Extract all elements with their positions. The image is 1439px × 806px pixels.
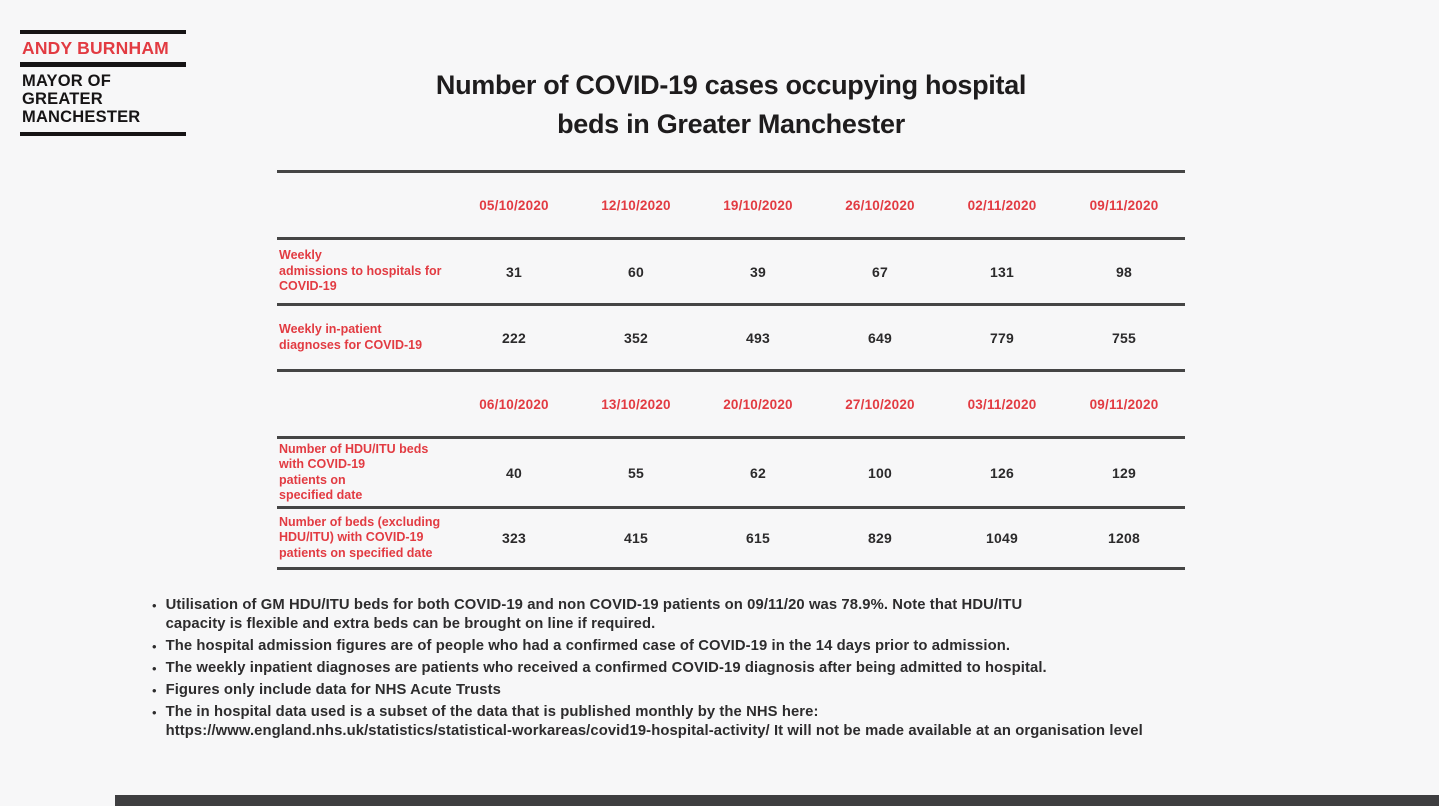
bullet-icon: • (152, 705, 157, 720)
table-row: Number of beds (excluding HDU/ITU) with … (277, 506, 1185, 570)
value-cell: 39 (750, 263, 766, 280)
list-item: • Figures only include data for NHS Acut… (152, 681, 1342, 700)
table-date-header-row: 05/10/2020 12/10/2020 19/10/2020 26/10/2… (277, 170, 1185, 237)
list-item: • The hospital admission figures are of … (152, 637, 1342, 656)
value-cell: 126 (990, 464, 1014, 481)
date-header-cell: 03/11/2020 (967, 396, 1037, 412)
row-label: Weekly in-patient diagnoses for COVID-19 (279, 322, 423, 352)
table-row: Number of HDU/ITU beds with COVID-19 pat… (277, 436, 1185, 506)
value-cell: 323 (502, 530, 526, 546)
value-cell: 829 (868, 530, 892, 546)
table-row: Weekly admissions to hospitals for COVID… (277, 237, 1185, 303)
date-header-cell: 13/10/2020 (601, 396, 671, 412)
row-label: Weekly admissions to hospitals for COVID… (279, 248, 442, 294)
row-label: Number of HDU/ITU beds with COVID-19 pat… (279, 441, 429, 503)
logo-name: ANDY BURNHAM (22, 38, 169, 58)
logo-role: MAYOR OF GREATER MANCHESTER (22, 72, 141, 126)
value-cell: 129 (1112, 464, 1136, 481)
list-item: • The in hospital data used is a subset … (152, 703, 1342, 741)
logo-middle-rule (20, 62, 186, 67)
value-cell: 649 (868, 329, 892, 346)
gm-mayor-logo: ANDY BURNHAM MAYOR OF GREATER MANCHESTER (20, 30, 186, 136)
date-header-cell: 19/10/2020 (723, 197, 793, 213)
date-header-cell: 12/10/2020 (601, 197, 671, 213)
hospital-beds-table: 05/10/2020 12/10/2020 19/10/2020 26/10/2… (277, 170, 1185, 570)
date-header-cell: 02/11/2020 (967, 197, 1037, 213)
note-text: The hospital admission figures are of pe… (165, 638, 1011, 654)
note-text: The weekly inpatient diagnoses are patie… (165, 660, 1047, 676)
value-cell: 493 (746, 329, 770, 346)
list-item: • The weekly inpatient diagnoses are pat… (152, 659, 1342, 678)
note-text: Utilisation of GM HDU/ITU beds for both … (165, 597, 1023, 632)
value-cell: 131 (990, 263, 1014, 280)
value-cell: 55 (628, 464, 644, 481)
date-header-cell: 26/10/2020 (845, 197, 915, 213)
note-text: Figures only include data for NHS Acute … (165, 682, 501, 698)
table-date-header-row: 06/10/2020 13/10/2020 20/10/2020 27/10/2… (277, 369, 1185, 436)
logo-top-rule (20, 30, 186, 34)
value-cell: 31 (506, 263, 522, 280)
logo-bottom-rule (20, 132, 186, 136)
footnotes-list: • Utilisation of GM HDU/ITU beds for bot… (152, 596, 1342, 744)
date-header-cell: 06/10/2020 (479, 396, 549, 412)
value-cell: 1049 (986, 530, 1018, 546)
bullet-icon: • (152, 598, 157, 613)
bullet-icon: • (152, 639, 157, 654)
value-cell: 1208 (1108, 530, 1140, 546)
value-cell: 415 (624, 530, 648, 546)
value-cell: 779 (990, 329, 1014, 346)
value-cell: 615 (746, 530, 770, 546)
value-cell: 100 (868, 464, 892, 481)
bullet-icon: • (152, 683, 157, 698)
page-title: Number of COVID-19 cases occupying hospi… (435, 70, 1027, 139)
row-label: Number of beds (excluding HDU/ITU) with … (279, 514, 441, 560)
date-header-cell: 09/11/2020 (1089, 396, 1159, 412)
table-row: Weekly in-patient diagnoses for COVID-19… (277, 303, 1185, 369)
value-cell: 60 (628, 263, 644, 280)
bottom-dark-bar (115, 795, 1439, 806)
value-cell: 40 (506, 464, 522, 481)
value-cell: 62 (750, 464, 766, 481)
value-cell: 67 (872, 263, 888, 280)
value-cell: 352 (624, 329, 648, 346)
value-cell: 98 (1116, 263, 1132, 280)
list-item: • Utilisation of GM HDU/ITU beds for bot… (152, 596, 1342, 634)
value-cell: 755 (1112, 329, 1136, 346)
date-header-cell: 20/10/2020 (723, 396, 793, 412)
date-header-cell: 05/10/2020 (479, 197, 549, 213)
note-text: The in hospital data used is a subset of… (165, 704, 1143, 739)
value-cell: 222 (502, 329, 526, 346)
date-header-cell: 09/11/2020 (1089, 197, 1159, 213)
date-header-cell: 27/10/2020 (845, 396, 915, 412)
bullet-icon: • (152, 661, 157, 676)
